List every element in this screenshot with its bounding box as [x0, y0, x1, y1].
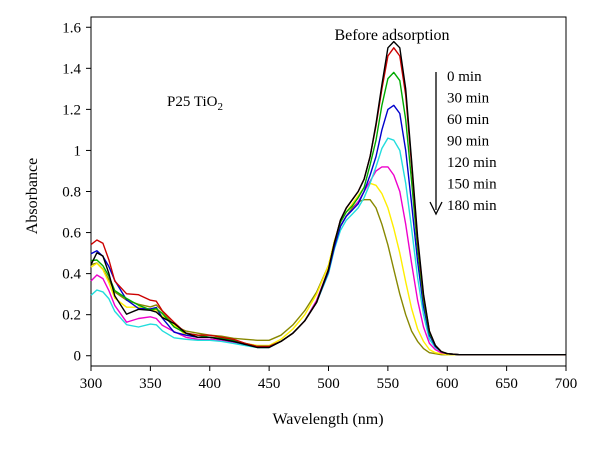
- y-tick-label: 1.2: [62, 102, 81, 118]
- y-tick-label: 1.4: [62, 61, 81, 77]
- x-tick-label: 550: [377, 376, 400, 392]
- legend-label: 90 min: [447, 134, 490, 150]
- axes: [86, 16, 567, 371]
- annotation-sample: P25 TiO2: [167, 94, 223, 113]
- legend-label: 0 min: [447, 69, 482, 85]
- legend-label: 60 min: [447, 112, 490, 128]
- x-axis-title: Wavelength (nm): [272, 411, 383, 428]
- time-arrow: [429, 72, 443, 216]
- time-legend: 0 min 30 min 60 min 90 min 120 min 150 min 180…: [447, 69, 497, 214]
- y-tick-label: 0.8: [62, 185, 81, 201]
- legend-label: 180 min: [447, 198, 497, 214]
- y-tick-label: 1: [74, 143, 82, 159]
- x-tick-label: 700: [555, 376, 578, 392]
- legend-label: 30 min: [447, 91, 490, 107]
- annotation-sample-subscript: 2: [217, 101, 223, 113]
- y-tick-label: 0: [74, 349, 82, 365]
- annotation-sample-main: P25 TiO: [167, 94, 218, 110]
- series-layer: [90, 40, 566, 356]
- x-tick-label: 650: [495, 376, 518, 392]
- y-tick-label: 0.6: [62, 226, 81, 242]
- annotation-before-adsorption: Before adsorption: [334, 27, 449, 44]
- x-tick-label: 450: [258, 376, 281, 392]
- x-tick-label: 350: [139, 376, 162, 392]
- y-tick-label: 0.2: [62, 308, 81, 324]
- y-tick-label: 0.4: [62, 267, 81, 283]
- x-tick-label: 500: [317, 376, 340, 392]
- time-arrow-head: [429, 201, 443, 216]
- series-line-0: [90, 40, 566, 356]
- y-axis-title: Absorbance: [24, 158, 41, 234]
- x-tick-label: 600: [436, 376, 459, 392]
- legend-label: 120 min: [447, 155, 497, 171]
- legend-label: 150 min: [447, 177, 497, 193]
- series-line-5: [90, 166, 566, 356]
- y-tick-label: 1.6: [62, 20, 81, 36]
- x-tick-label: 300: [80, 376, 103, 392]
- tick-labels: 300 350 400 450 500 550 600 650 700 0 0.2 0.4 0.6 0.8…: [62, 20, 577, 392]
- x-tick-label: 400: [199, 376, 222, 392]
